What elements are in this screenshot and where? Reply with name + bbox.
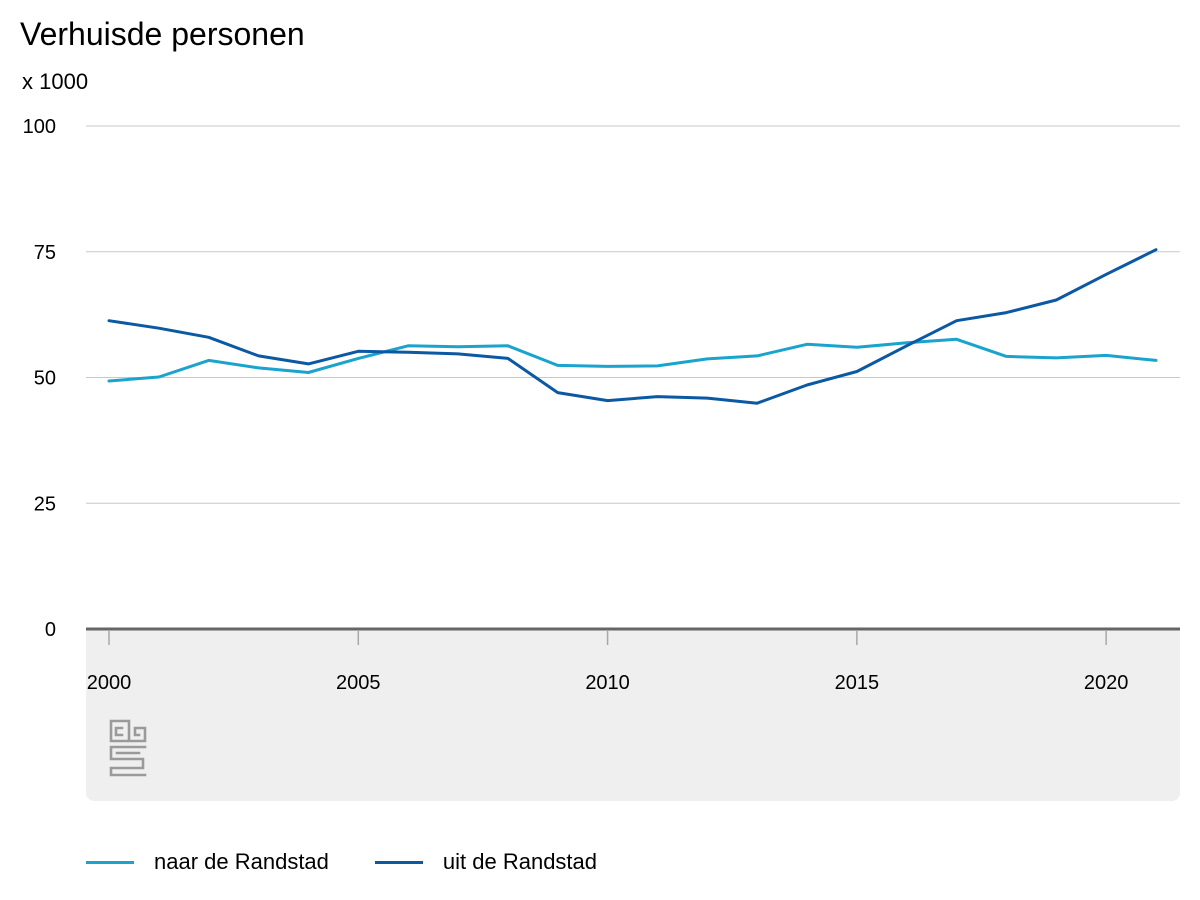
cbs-logo-icon bbox=[109, 719, 147, 777]
y-tick-label-100: 100 bbox=[23, 116, 56, 138]
x-tick-label-2020: 2020 bbox=[1084, 672, 1129, 694]
x-tick-label-2010: 2010 bbox=[585, 672, 630, 694]
legend: naar de Randstad uit de Randstad bbox=[86, 842, 597, 882]
y-tick-label-25: 25 bbox=[34, 493, 56, 515]
series-lines bbox=[107, 248, 1158, 405]
y-axis-unit-label: x 1000 bbox=[22, 69, 89, 94]
x-tick-label-2015: 2015 bbox=[835, 672, 880, 694]
gridlines bbox=[86, 125, 1180, 631]
legend-item-uit-de-randstad: uit de Randstad bbox=[374, 849, 598, 875]
legend-item-naar-de-randstad: naar de Randstad bbox=[86, 849, 329, 875]
chart-title: Verhuisde personen bbox=[20, 16, 305, 52]
y-axis-ticks: 0 25 50 75 100 bbox=[23, 116, 56, 641]
y-tick-label-0: 0 bbox=[45, 619, 56, 641]
legend-swatch-naar bbox=[86, 860, 134, 864]
legend-swatch-uit bbox=[374, 860, 423, 864]
series-line-0 bbox=[107, 337, 1158, 383]
legend-label-naar: naar de Randstad bbox=[154, 849, 329, 874]
x-axis-ticks: 2000 2005 2010 2015 2020 bbox=[87, 631, 1129, 694]
x-axis-panel bbox=[86, 630, 1180, 801]
y-tick-label-50: 50 bbox=[34, 368, 56, 390]
x-tick-label-2005: 2005 bbox=[336, 672, 381, 694]
x-tick-label-2000: 2000 bbox=[87, 672, 132, 694]
series-line-1 bbox=[107, 248, 1158, 405]
y-tick-label-75: 75 bbox=[34, 242, 56, 264]
legend-label-uit: uit de Randstad bbox=[442, 849, 598, 874]
line-chart: 0 25 50 75 100 2000 2005 2010 2015 2020 bbox=[23, 116, 1180, 694]
